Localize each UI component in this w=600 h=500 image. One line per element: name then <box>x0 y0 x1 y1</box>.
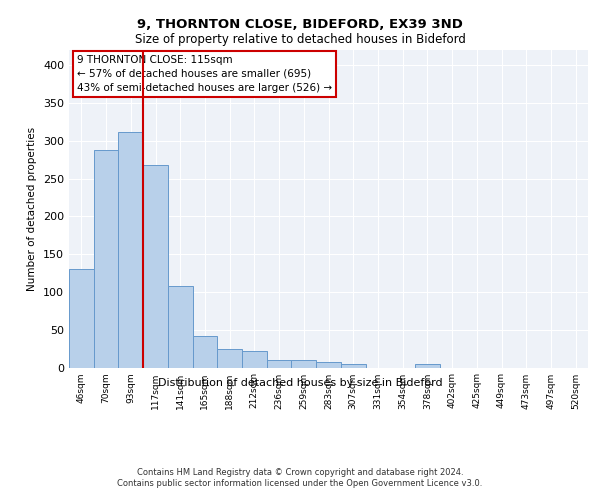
Bar <box>118 132 143 368</box>
Text: 9, THORNTON CLOSE, BIDEFORD, EX39 3ND: 9, THORNTON CLOSE, BIDEFORD, EX39 3ND <box>137 18 463 30</box>
Bar <box>341 364 365 368</box>
Bar <box>193 336 217 368</box>
Bar <box>168 286 193 368</box>
Y-axis label: Number of detached properties: Number of detached properties <box>28 126 37 291</box>
Bar <box>217 348 242 368</box>
Text: Distribution of detached houses by size in Bideford: Distribution of detached houses by size … <box>158 378 442 388</box>
Text: Contains HM Land Registry data © Crown copyright and database right 2024.
Contai: Contains HM Land Registry data © Crown c… <box>118 468 482 487</box>
Bar <box>94 150 118 368</box>
Bar <box>143 165 168 368</box>
Bar <box>69 269 94 368</box>
Bar <box>267 360 292 368</box>
Text: 9 THORNTON CLOSE: 115sqm
← 57% of detached houses are smaller (695)
43% of semi-: 9 THORNTON CLOSE: 115sqm ← 57% of detach… <box>77 55 332 93</box>
Bar <box>316 362 341 368</box>
Bar <box>415 364 440 368</box>
Bar <box>242 351 267 368</box>
Text: Size of property relative to detached houses in Bideford: Size of property relative to detached ho… <box>134 32 466 46</box>
Bar <box>292 360 316 368</box>
